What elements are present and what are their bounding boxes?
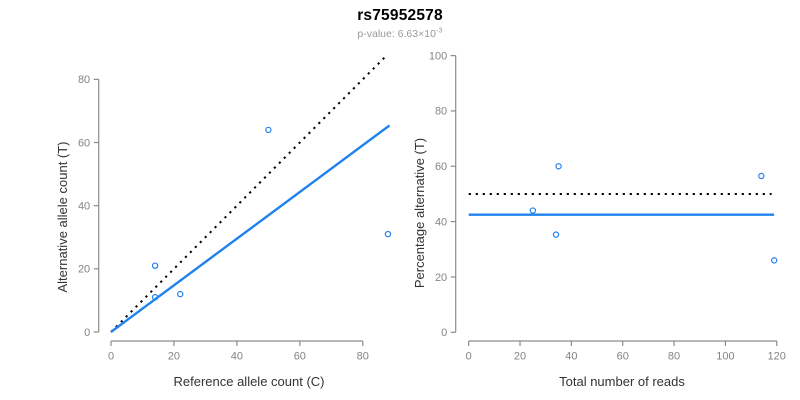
data-point (770, 257, 778, 264)
x-tick-label: 80 (668, 351, 680, 363)
y-tick-label: 0 (441, 327, 447, 339)
allele-counts-scatter: 0 20 40 60 80 0 20 40 60 80 Reference allele count… (55, 56, 392, 389)
x-tick-label: 60 (617, 351, 629, 363)
y-axis-title: Alternative allele count (T) (55, 141, 70, 292)
data-point (151, 294, 159, 301)
x-tick-label: 20 (514, 351, 526, 363)
identity-line (110, 56, 386, 333)
x-tick-label: 120 (768, 351, 786, 363)
data-point (552, 231, 560, 238)
x-tick-label: 60 (294, 351, 306, 363)
x-tick-label: 40 (565, 351, 577, 363)
data-point (529, 207, 537, 214)
x-axis-title: Total number of reads (559, 374, 685, 389)
data-point (758, 172, 765, 180)
x-tick-label: 0 (466, 351, 472, 363)
y-tick-label: 40 (435, 216, 447, 228)
y-axis-title: Percentage alternative (T) (412, 138, 427, 288)
y-tick-label: 100 (429, 50, 447, 62)
data-point (151, 262, 159, 269)
y-tick-label: 60 (78, 137, 90, 149)
y-tick-label: 20 (435, 272, 447, 284)
data-point (555, 163, 562, 170)
x-tick-label: 80 (357, 351, 369, 363)
y-tick-label: 40 (78, 200, 90, 212)
y-tick-label: 20 (78, 264, 90, 276)
x-axis-title: Reference allele count (C) (173, 374, 324, 389)
data-point (384, 230, 392, 238)
data-point (177, 290, 184, 298)
y-tick-label: 80 (435, 106, 447, 118)
percentage-alternative-scatter: 0 20 40 60 80 100 120 0 20 40 60 80 100 Total number … (412, 50, 786, 389)
x-tick-label: 100 (716, 351, 734, 363)
fit-line (110, 124, 391, 333)
data-point (265, 126, 272, 134)
x-tick-label: 20 (168, 351, 180, 363)
y-tick-label: 80 (78, 74, 90, 86)
x-tick-label: 0 (108, 351, 114, 363)
y-tick-label: 0 (84, 327, 90, 339)
x-tick-label: 40 (231, 351, 243, 363)
y-tick-label: 60 (435, 161, 447, 173)
